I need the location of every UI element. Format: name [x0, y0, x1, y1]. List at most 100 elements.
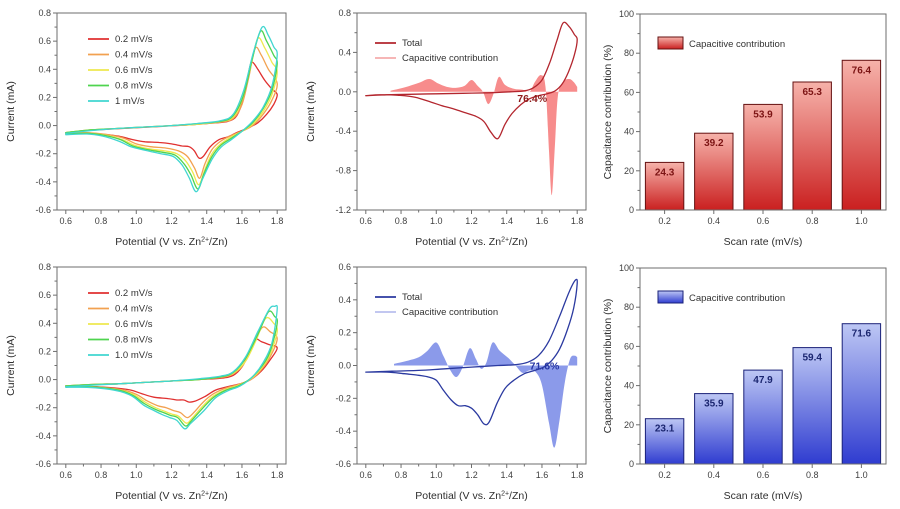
y-tick-label: 0.4	[338, 47, 351, 57]
plot-frame	[56, 12, 287, 211]
y-axis-label: Capacitance contribution (%)	[602, 299, 614, 434]
y-tick-label: 0.0	[338, 361, 351, 371]
series-0-2-mv-s	[65, 338, 278, 403]
y-tick-label: -0.2	[35, 149, 51, 159]
bar-0.4	[694, 132, 734, 211]
x-tick-label: 0.4	[708, 216, 721, 226]
y-tick-label: 0.2	[338, 328, 351, 338]
x-axis-label: Potential (V vs. Zn2+/Zn)	[115, 490, 227, 502]
y-tick-label: 0.6	[338, 262, 351, 272]
bar-value-label: 35.9	[704, 399, 724, 410]
legend-label: Capacitive contribution	[402, 53, 498, 64]
series-total	[365, 278, 578, 426]
legend-swatch	[657, 36, 684, 50]
y-tick-label: 100	[619, 9, 634, 19]
y-tick-label: -0.6	[335, 459, 351, 469]
y-tick-label: 80	[624, 48, 634, 58]
x-tick-label: 0.8	[395, 470, 408, 480]
y-tick-label: 0.6	[38, 290, 51, 300]
x-tick-label: 0.6	[60, 470, 73, 480]
y-axis-label: Current (mA)	[5, 335, 17, 396]
bar-0.8	[792, 347, 832, 465]
y-tick-label: 0.6	[38, 36, 51, 46]
panel-capacitance-bar-bottom: 23.1 35.9 47.9 59.4 71.6 0 20 40 60 80 100 0.2 0.4 0.…	[600, 254, 900, 508]
legend-label: Capacitive contribution	[689, 293, 785, 304]
cv-chart-bottom: -0.6 -0.4 -0.2 0.0 0.2 0.4 0.6 0.8 0.6 0.8 1.0 1.2 1…	[5, 262, 287, 502]
y-tick-label: 0.4	[38, 64, 51, 74]
y-tick-label: -0.8	[335, 166, 351, 176]
y-tick-label: -0.4	[35, 431, 51, 441]
percentage-annotation: 76.4%	[517, 93, 547, 105]
legend-label: 0.6 mV/s	[115, 319, 153, 330]
cv-chart-top: -0.6 -0.4 -0.2 0.0 0.2 0.4 0.6 0.8 0.6 0.8 1.0 1.2 1…	[5, 8, 287, 248]
y-tick-label: 0.0	[38, 121, 51, 131]
x-tick-label: 1.2	[465, 216, 478, 226]
bar-value-label: 53.9	[753, 109, 773, 120]
x-tick-label: 0.4	[708, 470, 721, 480]
x-tick-label: 1.8	[571, 470, 584, 480]
x-tick-label: 0.6	[360, 470, 373, 480]
bar-0.8	[792, 81, 832, 211]
x-axis-label: Potential (V vs. Zn2+/Zn)	[415, 236, 527, 248]
x-tick-label: 1.6	[536, 470, 549, 480]
x-tick-label: 0.8	[95, 470, 108, 480]
legend-label: 0.6 mV/s	[115, 65, 153, 76]
series-0-4-mv-s	[65, 326, 278, 419]
y-tick-label: 60	[624, 87, 634, 97]
legend-label: 0.2 mV/s	[115, 288, 153, 299]
x-tick-label: 1.0	[130, 470, 143, 480]
legend: Total Capacitive contribution	[375, 292, 498, 318]
legend-label: Capacitive contribution	[402, 307, 498, 318]
capacitive-contribution-chart-bottom: -0.6 -0.4 -0.2 0.0 0.2 0.4 0.6 0.6 0.8 1.0 1.2 1.4 1…	[305, 262, 587, 502]
legend-label: 1.0 mV/s	[115, 350, 153, 361]
y-tick-label: 0.8	[38, 262, 51, 272]
y-tick-label: 100	[619, 263, 634, 273]
y-tick-label: 80	[624, 302, 634, 312]
y-tick-label: 0.8	[338, 8, 351, 18]
y-tick-label: 0.4	[38, 318, 51, 328]
y-axis-label: Current (mA)	[5, 81, 17, 142]
legend-label: Total	[402, 292, 422, 303]
bar-0.4	[694, 393, 734, 465]
x-axis-label: Potential (V vs. Zn2+/Zn)	[115, 236, 227, 248]
bar-value-label: 24.3	[655, 167, 675, 178]
plot-frame	[56, 266, 287, 465]
legend-label: Total	[402, 38, 422, 49]
y-tick-label: 0	[629, 205, 634, 215]
series-0-2-mv-s	[65, 61, 278, 160]
panel-capacitive-contribution-top: -1.2 -0.8 -0.4 0.0 0.4 0.8 0.6 0.8 1.0 1.2 1.4 1.6 1…	[300, 0, 600, 254]
x-tick-label: 1.4	[200, 470, 213, 480]
y-tick-label: -0.4	[335, 126, 351, 136]
legend-swatch	[657, 290, 684, 304]
capacitance-bar-chart-bottom: 23.1 35.9 47.9 59.4 71.6 0 20 40 60 80 100 0.2 0.4 0.…	[602, 263, 887, 502]
capacitive-area	[394, 342, 578, 448]
bar-value-label: 23.1	[655, 424, 675, 435]
y-tick-label: -0.2	[35, 403, 51, 413]
x-axis-label: Scan rate (mV/s)	[724, 490, 803, 502]
y-tick-label: -0.6	[35, 205, 51, 215]
x-tick-label: 0.8	[806, 216, 819, 226]
panel-cv-top: -0.6 -0.4 -0.2 0.0 0.2 0.4 0.6 0.8 0.6 0.8 1.0 1.2 1…	[0, 0, 300, 254]
y-tick-label: -0.4	[335, 426, 351, 436]
y-axis-label: Capacitance contribution (%)	[602, 45, 614, 180]
x-tick-label: 1.8	[271, 470, 284, 480]
y-tick-label: 0.4	[338, 295, 351, 305]
panel-capacitance-bar-top: 24.3 39.2 53.9 65.3 76.4 0 20 40 60 80 100 0.2 0.4 0.…	[600, 0, 900, 254]
bar-value-label: 71.6	[852, 329, 872, 340]
y-tick-label: -1.2	[335, 205, 351, 215]
bar-value-label: 59.4	[802, 353, 822, 364]
legend: 0.2 mV/s 0.4 mV/s 0.6 mV/s 0.8 mV/s 1.0 mV/s	[88, 288, 153, 361]
bar-value-label: 39.2	[704, 138, 724, 149]
y-axis-label: Current (mA)	[305, 81, 317, 142]
series-1-0-mv-s	[65, 304, 278, 430]
bar-0.6	[743, 103, 783, 211]
x-tick-label: 1.6	[236, 216, 249, 226]
series-0-6-mv-s	[65, 37, 278, 186]
x-tick-label: 0.6	[757, 470, 770, 480]
capacitive-area	[390, 74, 578, 196]
y-tick-label: 0.2	[38, 346, 51, 356]
series-0-6-mv-s	[65, 316, 278, 424]
x-tick-label: 0.6	[757, 216, 770, 226]
legend: 0.2 mV/s 0.4 mV/s 0.6 mV/s 0.8 mV/s 1 mV/s	[88, 34, 153, 107]
bar-value-label: 65.3	[802, 87, 822, 98]
